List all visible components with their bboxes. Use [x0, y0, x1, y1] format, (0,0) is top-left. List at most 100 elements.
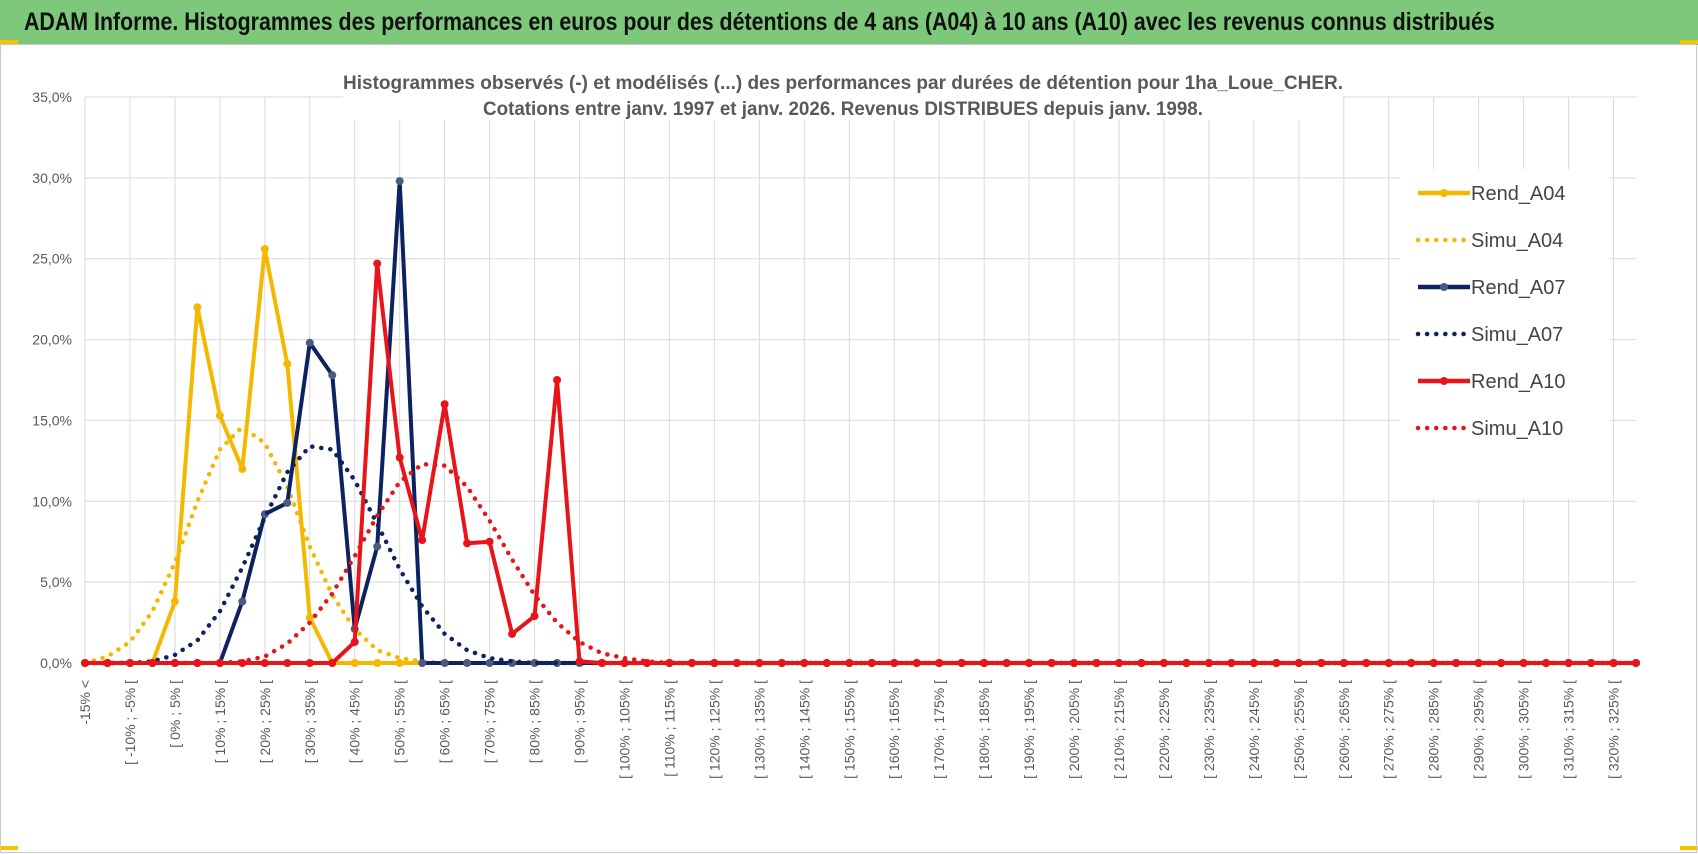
data-point-Rend_A10 [935, 659, 944, 667]
x-tick-label: [ 320% ; 325% [ [1606, 680, 1622, 779]
y-tick-label: 20,0% [32, 332, 72, 348]
x-tick-label: [ 20% ; 25% [ [257, 680, 273, 763]
legend-label-Simu_A10: Simu_A10 [1471, 418, 1563, 440]
y-tick-label: 0,0% [40, 655, 72, 671]
chart-title-line1: Histogrammes observés (-) et modélisés (… [343, 73, 1343, 94]
x-tick-label: [ 90% ; 95% [ [572, 680, 588, 763]
data-point-Rend_A10 [485, 537, 494, 546]
y-tick-label: 5,0% [40, 574, 72, 590]
x-tick-label: [ 230% ; 235% [ [1201, 680, 1217, 779]
corner-mark-top-right [1680, 40, 1698, 44]
x-tick-label: -15% < [77, 680, 93, 725]
y-tick-label: 30,0% [32, 170, 72, 186]
data-point-Rend_A10 [440, 400, 449, 409]
data-point-Rend_A07 [283, 498, 292, 507]
data-point-Rend_A04 [350, 659, 359, 667]
x-tick-label: [ 150% ; 155% [ [841, 680, 857, 779]
data-point-Rend_A04 [193, 303, 202, 312]
data-point-Rend_A10 [103, 659, 112, 667]
x-tick-label: [ 30% ; 35% [ [302, 680, 318, 763]
x-tick-label: [ 0% ; 5% [ [167, 680, 183, 748]
x-tick-label: [ 260% ; 265% [ [1336, 680, 1352, 779]
x-tick-label: [ 40% ; 45% [ [347, 680, 363, 763]
data-point-Rend_A10 [530, 612, 539, 621]
data-point-Rend_A04 [283, 359, 292, 368]
data-point-Rend_A10 [395, 453, 404, 462]
x-tick-label: [ 210% ; 215% [ [1111, 680, 1127, 779]
report-title: ADAM Informe. Histogrammes des performan… [24, 8, 1495, 37]
y-tick-label: 25,0% [32, 251, 72, 267]
data-point-Rend_A10 [1317, 659, 1326, 667]
x-tick-label: [ 80% ; 85% [ [527, 680, 543, 763]
legend-marker [1440, 377, 1448, 385]
legend-label-Simu_A07: Simu_A07 [1471, 324, 1563, 346]
chart-area: 0,0% 5,0% 10,0% 15,0% 20,0% 25,0% 30,0% 35,0% -… [32, 62, 1640, 779]
data-point-Rend_A07 [373, 542, 382, 551]
data-point-Rend_A10 [193, 659, 202, 667]
data-point-Rend_A10 [148, 659, 157, 667]
legend: Rend_A04 Simu_A04 Rend_A07 Simu_A07 Rend_A10… [1415, 183, 1566, 440]
chart-title-bg [343, 62, 1343, 120]
data-point-Rend_A10 [1609, 659, 1618, 667]
data-point-Rend_A10 [1272, 659, 1281, 667]
data-point-Rend_A10 [373, 259, 382, 268]
x-tick-label: [ 190% ; 195% [ [1021, 680, 1037, 779]
data-point-Rend_A04 [215, 411, 224, 420]
x-tick-label: [ 70% ; 75% [ [482, 680, 498, 763]
x-tick-label: [ 310% ; 315% [ [1561, 680, 1577, 779]
data-point-Rend_A04 [305, 613, 314, 622]
chart-title-line2: Cotations entre janv. 1997 et janv. 2026… [483, 99, 1203, 120]
x-tick-label: [ 270% ; 275% [ [1381, 680, 1397, 779]
data-point-Rend_A07 [238, 597, 247, 606]
y-axis-ticks: 0,0% 5,0% 10,0% 15,0% 20,0% 25,0% 30,0% 35,0% [32, 89, 72, 671]
x-tick-label: [ 200% ; 205% [ [1066, 680, 1082, 779]
data-point-Rend_A10 [980, 659, 989, 667]
data-point-Rend_A07 [463, 659, 472, 667]
corner-mark-bottom-left [0, 846, 18, 850]
data-point-Rend_A10 [620, 659, 629, 667]
data-point-Rend_A10 [687, 659, 696, 667]
legend-marker [1440, 189, 1448, 197]
x-tick-label: [ 110% ; 115% [ [661, 680, 677, 777]
corner-mark-bottom-right [1680, 846, 1698, 850]
x-tick-label: [ 280% ; 285% [ [1426, 680, 1442, 779]
x-tick-label: [ 290% ; 295% [ [1471, 680, 1487, 779]
header-banner: ADAM Informe. Histogrammes des performan… [0, 0, 1698, 45]
data-point-Rend_A10 [328, 659, 337, 667]
data-point-Rend_A10 [350, 637, 359, 646]
data-point-Rend_A10 [283, 659, 292, 667]
data-point-Rend_A04 [238, 464, 247, 473]
data-point-Rend_A10 [553, 376, 562, 384]
x-tick-label: [ 220% ; 225% [ [1156, 680, 1172, 779]
x-tick-label: [ 140% ; 145% [ [796, 680, 812, 779]
chart-frame [0, 44, 1697, 853]
data-point-Rend_A10 [260, 659, 269, 667]
data-point-Rend_A10 [305, 659, 314, 667]
data-point-Rend_A10 [1070, 659, 1079, 667]
data-point-Rend_A10 [1407, 659, 1416, 667]
x-tick-label: [ 10% ; 15% [ [212, 680, 228, 763]
x-tick-label: [ 120% ; 125% [ [706, 680, 722, 779]
corner-mark-top-left [0, 40, 18, 44]
data-point-Rend_A07 [328, 371, 337, 380]
data-point-Rend_A10 [598, 659, 606, 667]
legend-label-Rend_A07: Rend_A07 [1471, 277, 1566, 299]
x-tick-label: [ 100% ; 105% [ [616, 680, 632, 779]
x-axis-ticks: -15% < [ -10% ; -5% [[ 0% ; 5% [[ 10% ; 1… [77, 680, 1622, 779]
x-tick-label: [ 50% ; 55% [ [392, 680, 408, 763]
x-tick-label: [ 240% ; 245% [ [1246, 680, 1262, 779]
y-tick-label: 15,0% [32, 412, 72, 428]
data-point-Rend_A10 [1362, 659, 1371, 667]
series-line-Simu_A10 [82, 461, 1639, 666]
data-point-Rend_A10 [1025, 659, 1034, 667]
data-point-Rend_A10 [1452, 659, 1461, 667]
x-tick-label: [ 300% ; 305% [ [1516, 680, 1532, 779]
data-point-Rend_A04 [170, 597, 179, 606]
x-tick-label: [ 170% ; 175% [ [931, 680, 947, 779]
x-tick-label: [ 250% ; 255% [ [1291, 680, 1307, 779]
x-tick-label: [ 60% ; 65% [ [437, 680, 453, 763]
y-tick-label: 10,0% [32, 493, 72, 509]
data-point-Rend_A07 [440, 659, 449, 667]
legend-label-Rend_A04: Rend_A04 [1471, 183, 1566, 205]
legend-label-Simu_A04: Simu_A04 [1471, 230, 1563, 252]
